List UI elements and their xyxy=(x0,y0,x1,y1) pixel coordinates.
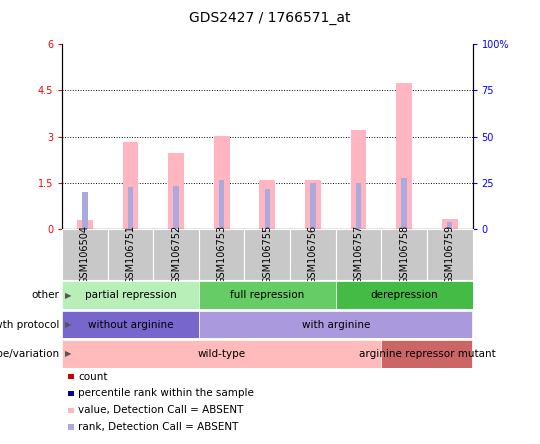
Bar xyxy=(107,229,153,280)
Bar xyxy=(199,311,472,338)
Bar xyxy=(265,189,270,229)
Bar xyxy=(336,281,472,309)
Text: GSM106758: GSM106758 xyxy=(399,225,409,284)
Bar xyxy=(356,182,361,229)
Text: partial repression: partial repression xyxy=(85,290,177,300)
Bar xyxy=(305,180,321,229)
Bar xyxy=(62,281,199,309)
Bar xyxy=(336,229,381,280)
Bar xyxy=(123,142,138,229)
Bar xyxy=(199,281,336,309)
Bar xyxy=(310,182,316,229)
Text: GSM106753: GSM106753 xyxy=(217,225,227,284)
Bar xyxy=(442,219,458,229)
Text: value, Detection Call = ABSENT: value, Detection Call = ABSENT xyxy=(78,405,244,415)
Text: count: count xyxy=(78,372,108,381)
Bar xyxy=(214,136,230,229)
Bar xyxy=(381,340,472,368)
Text: growth protocol: growth protocol xyxy=(0,320,59,329)
Bar xyxy=(290,229,336,280)
Text: wild-type: wild-type xyxy=(198,349,246,359)
Bar xyxy=(219,179,225,229)
Text: GSM106759: GSM106759 xyxy=(445,225,455,284)
Text: ▶: ▶ xyxy=(65,291,71,300)
Text: ▶: ▶ xyxy=(65,320,71,329)
Text: other: other xyxy=(31,290,59,300)
Text: GSM106504: GSM106504 xyxy=(80,225,90,284)
Text: genotype/variation: genotype/variation xyxy=(0,349,59,359)
Bar xyxy=(77,220,93,229)
Bar xyxy=(401,178,407,229)
Text: GSM106757: GSM106757 xyxy=(354,225,363,284)
Text: derepression: derepression xyxy=(370,290,438,300)
Text: percentile rank within the sample: percentile rank within the sample xyxy=(78,388,254,398)
Text: rank, Detection Call = ABSENT: rank, Detection Call = ABSENT xyxy=(78,422,239,432)
Bar xyxy=(259,180,275,229)
Bar xyxy=(62,340,381,368)
Bar xyxy=(128,187,133,229)
Bar xyxy=(396,83,412,229)
Text: GSM106756: GSM106756 xyxy=(308,225,318,284)
Bar xyxy=(381,229,427,280)
Text: GDS2427 / 1766571_at: GDS2427 / 1766571_at xyxy=(189,11,351,25)
Bar xyxy=(82,192,87,229)
Bar xyxy=(245,229,290,280)
Text: GSM106751: GSM106751 xyxy=(125,225,136,284)
Bar xyxy=(62,229,107,280)
Text: GSM106752: GSM106752 xyxy=(171,225,181,284)
Text: full repression: full repression xyxy=(230,290,305,300)
Bar xyxy=(447,222,453,229)
Bar xyxy=(199,229,245,280)
Bar xyxy=(427,229,472,280)
Bar xyxy=(173,186,179,229)
Bar xyxy=(62,311,199,338)
Bar xyxy=(168,154,184,229)
Text: without arginine: without arginine xyxy=(87,320,173,329)
Bar xyxy=(350,131,367,229)
Text: GSM106755: GSM106755 xyxy=(262,225,272,284)
Text: ▶: ▶ xyxy=(65,349,71,358)
Text: arginine repressor mutant: arginine repressor mutant xyxy=(359,349,495,359)
Bar xyxy=(153,229,199,280)
Text: with arginine: with arginine xyxy=(301,320,370,329)
